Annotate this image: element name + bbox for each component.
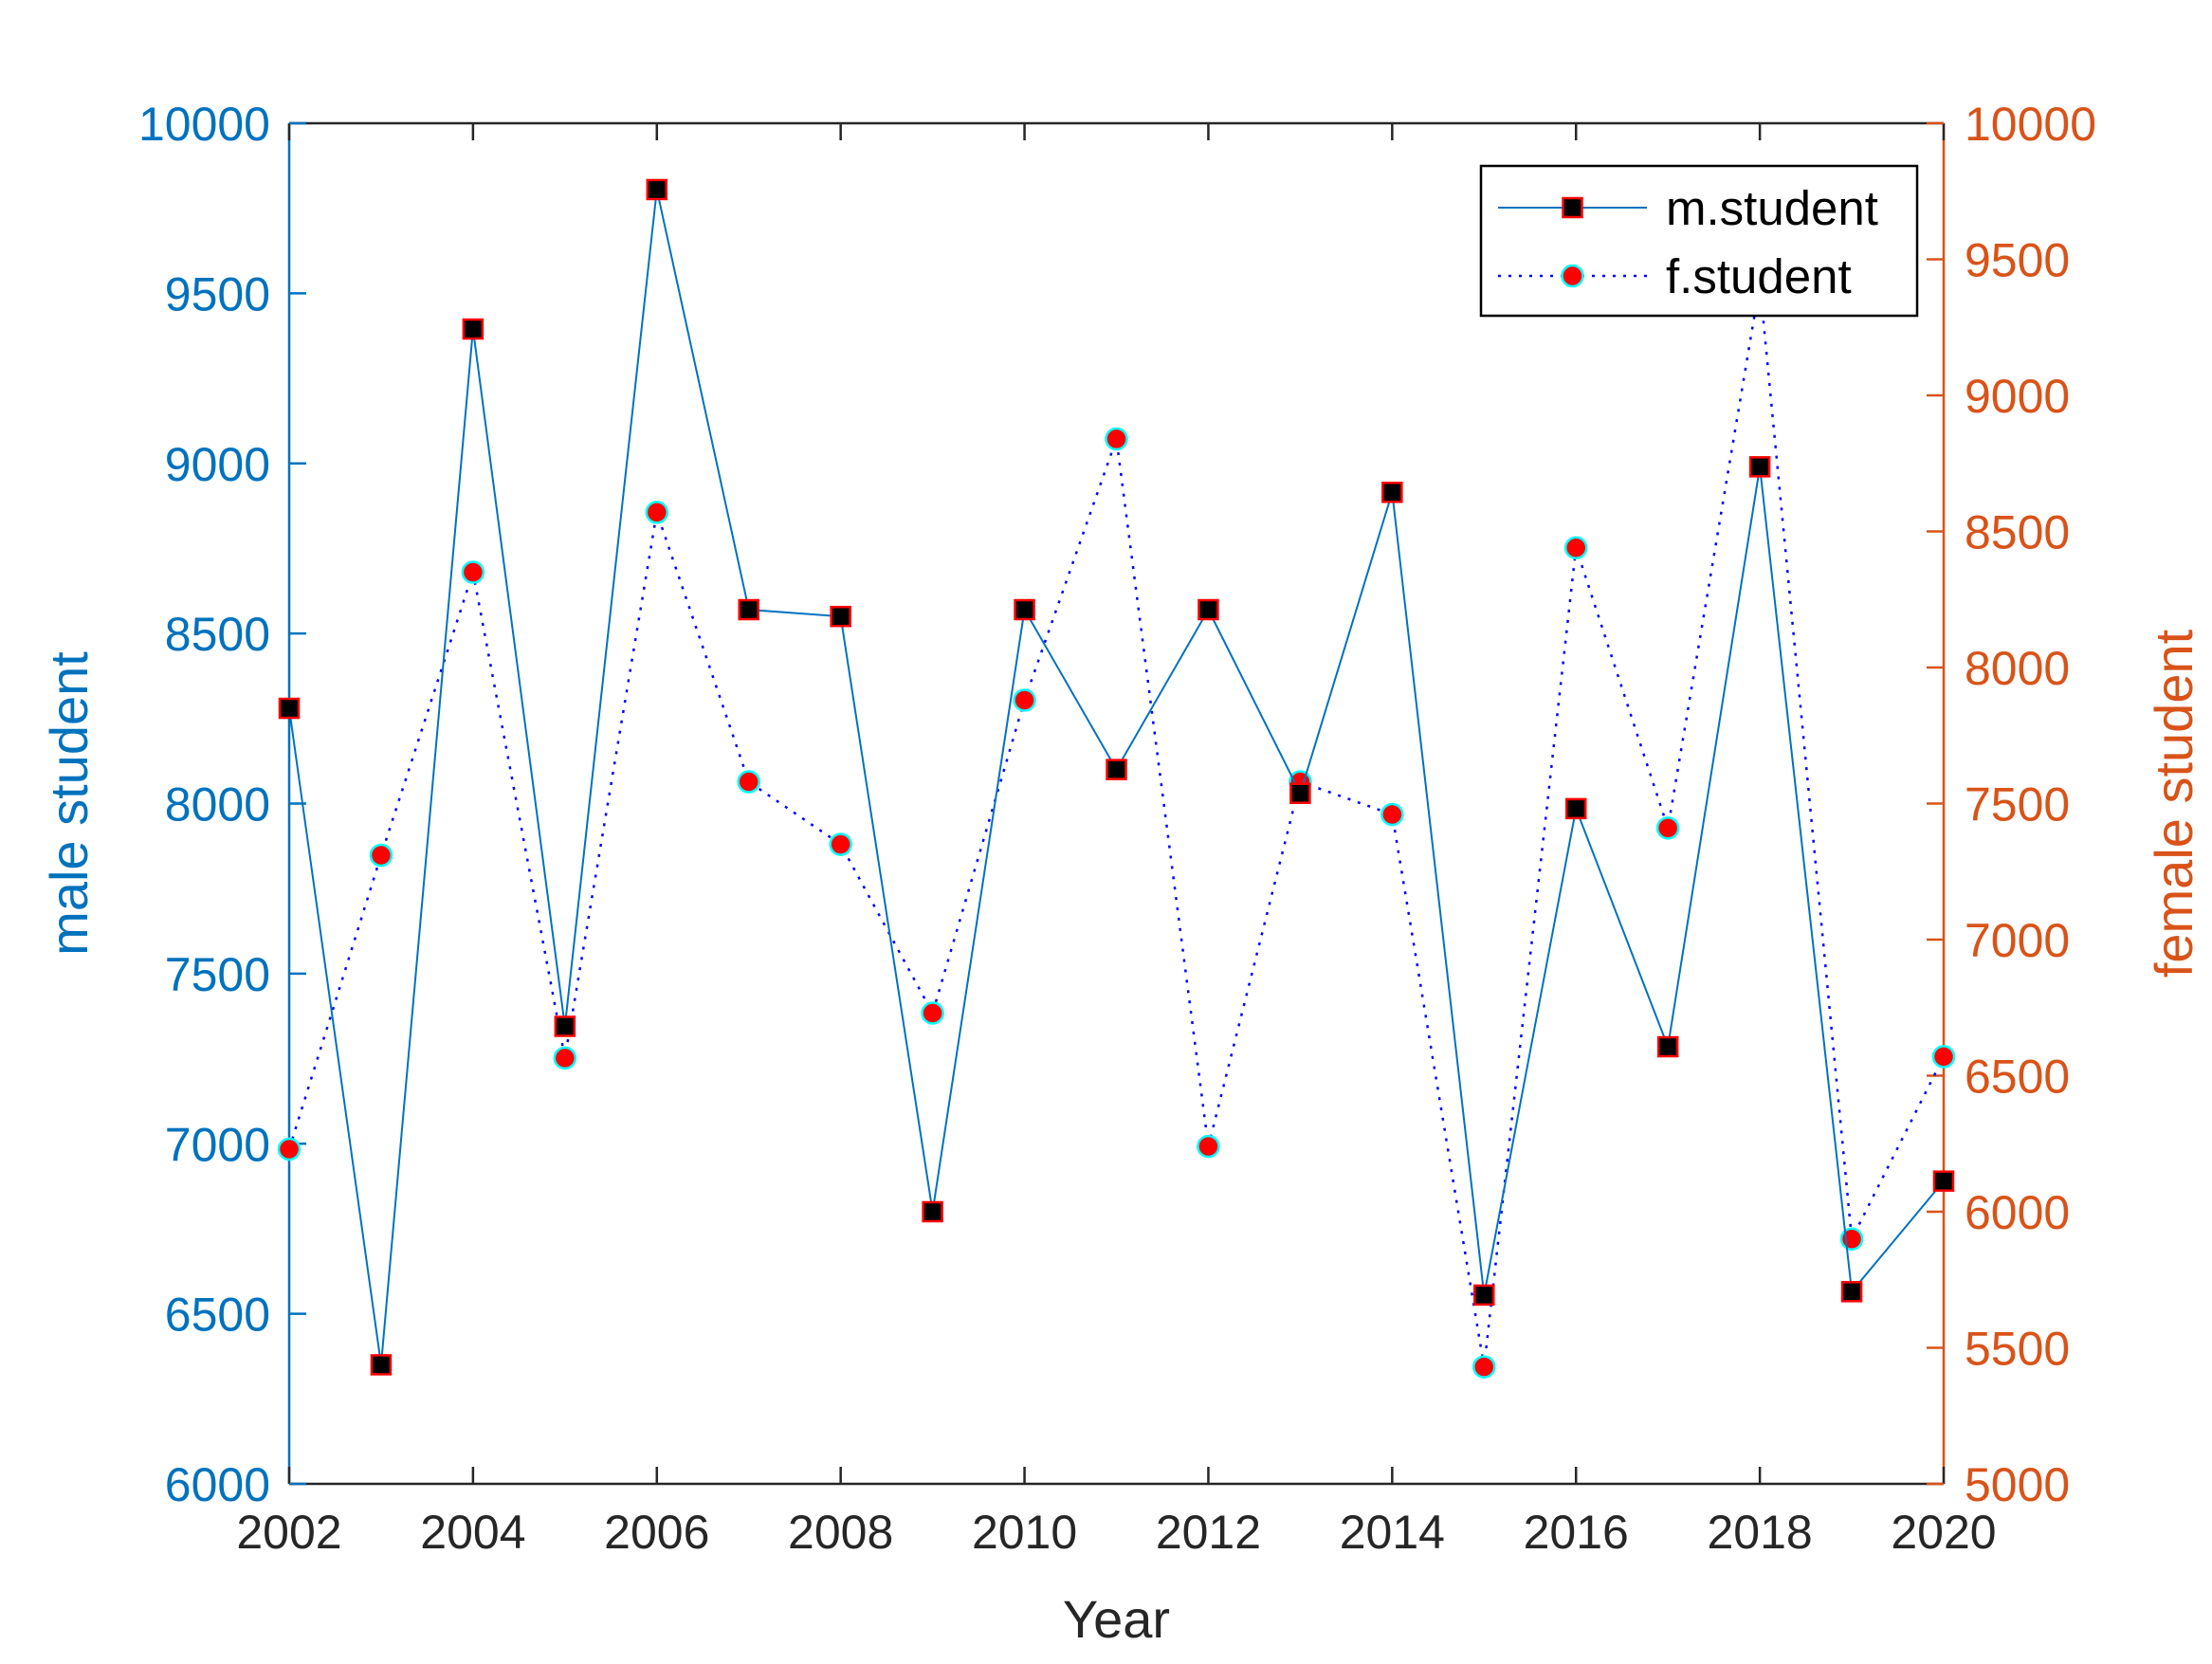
data-point-f.student: [1105, 427, 1128, 451]
x-axis-label: Year: [1063, 1589, 1170, 1649]
data-point-m.student: [1381, 481, 1403, 503]
data-point-f.student: [461, 560, 485, 584]
data-point-f.student: [1931, 1045, 1956, 1069]
y-right-tick-label: 7500: [1965, 778, 2070, 832]
y-right-tick-label: 10000: [1965, 98, 2096, 151]
legend-marker-f.student: [1561, 264, 1584, 288]
data-point-f.student: [829, 832, 852, 856]
y-left-tick-label: 7000: [165, 1118, 270, 1171]
legend-label-m.student: m.student: [1666, 181, 1878, 235]
data-point-m.student: [738, 598, 759, 621]
y-right-axis-label: female student: [2144, 629, 2203, 978]
data-point-m.student: [278, 697, 301, 720]
x-tick-label: 2014: [1340, 1506, 1445, 1559]
y-left-tick-label: 6500: [165, 1289, 270, 1342]
y-right-tick-label: 9000: [1965, 370, 2070, 423]
y-right-tick-label: 6500: [1965, 1051, 2070, 1104]
x-tick-label: 2012: [1156, 1506, 1261, 1559]
y-right-tick-label: 8000: [1965, 642, 2070, 695]
data-point-f.student: [1655, 816, 1680, 840]
y-left-axis-label: male student: [39, 651, 99, 956]
y-left-tick-label: 9500: [165, 267, 270, 320]
data-point-f.student: [277, 1137, 302, 1161]
x-tick-label: 2016: [1524, 1506, 1629, 1559]
data-point-f.student: [1197, 1134, 1220, 1159]
x-tick-label: 2008: [788, 1506, 893, 1559]
data-point-m.student: [1289, 782, 1311, 804]
data-point-f.student: [369, 843, 393, 868]
data-point-m.student: [830, 605, 851, 628]
y-right-tick-label: 5500: [1965, 1323, 2070, 1376]
data-point-m.student: [1197, 598, 1219, 621]
x-tick-label: 2010: [972, 1506, 1077, 1559]
data-point-f.student: [553, 1046, 577, 1070]
legend-marker-m.student: [1562, 196, 1583, 219]
y-right-tick-label: 8500: [1965, 506, 2070, 559]
data-point-f.student: [1563, 536, 1588, 559]
data-point-m.student: [554, 1015, 576, 1037]
legend-box: [1479, 164, 1919, 318]
y-left-tick-label: 10000: [138, 98, 270, 151]
y-right-tick-label: 7000: [1965, 914, 2070, 967]
data-point-m.student: [646, 178, 668, 201]
data-point-f.student: [921, 1001, 944, 1025]
data-point-m.student: [370, 1354, 393, 1376]
y-left-tick-label: 6000: [165, 1458, 270, 1511]
plot-area: [277, 178, 1956, 1379]
y-right-tick-label: 5000: [1965, 1458, 2070, 1511]
data-point-m.student: [1106, 759, 1127, 780]
data-point-m.student: [1932, 1170, 1955, 1192]
data-point-m.student: [922, 1200, 943, 1223]
y-left-tick-label: 7500: [165, 948, 270, 1001]
data-point-f.student: [1013, 688, 1036, 712]
x-tick-label: 2018: [1707, 1506, 1812, 1559]
data-point-m.student: [462, 318, 484, 340]
data-point-m.student: [1748, 456, 1771, 478]
data-point-f.student: [1472, 1355, 1496, 1379]
data-point-f.student: [645, 501, 669, 524]
data-point-m.student: [1014, 598, 1035, 621]
data-point-m.student: [1840, 1281, 1863, 1303]
legend-label-f.student: f.student: [1666, 249, 1852, 303]
x-tick-label: 2020: [1891, 1506, 1996, 1559]
x-tick-label: 2004: [420, 1506, 525, 1559]
x-tick-label: 2002: [236, 1506, 341, 1559]
y-right-tick-label: 9500: [1965, 234, 2070, 287]
data-point-m.student: [1564, 797, 1587, 820]
y-left-tick-label: 8000: [165, 778, 270, 832]
x-tick-label: 2006: [604, 1506, 709, 1559]
y-right-tick-label: 6000: [1965, 1186, 2070, 1239]
data-point-f.student: [737, 770, 760, 794]
data-point-f.student: [1380, 802, 1404, 827]
data-point-m.student: [1656, 1035, 1679, 1058]
data-point-m.student: [1473, 1284, 1495, 1307]
y-left-tick-label: 9000: [165, 438, 270, 491]
y-left-tick-label: 8500: [165, 608, 270, 661]
